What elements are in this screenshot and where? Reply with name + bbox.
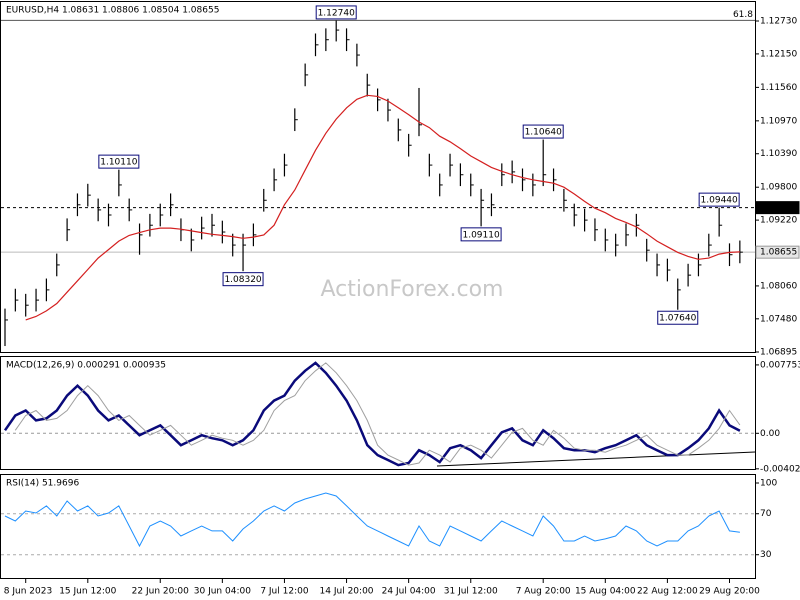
x-tick-label: 15 Aug 04:00: [575, 587, 636, 597]
price-label-box: [522, 124, 564, 139]
trend-line: [436, 451, 756, 467]
price-label-box: [98, 154, 140, 169]
x-tick-label: 7 Aug 20:00: [516, 587, 571, 597]
price-label-box: [698, 192, 740, 207]
price-label-box: [222, 272, 264, 287]
macd-panel: [0, 356, 756, 470]
price-label: 1.08320: [224, 275, 261, 285]
price-label: 1.12740: [318, 8, 355, 18]
macd-title: MACD(12,26,9) 0.000291 0.000935: [6, 361, 166, 371]
price-label: 1.10640: [525, 128, 562, 138]
watermark: ActionForex.com: [321, 277, 504, 302]
series-line: [4, 492, 740, 548]
y-tick-label: -0.004027: [760, 464, 800, 474]
x-tick-label: 7 Jul 12:00: [260, 587, 309, 597]
series-line: [14, 362, 741, 466]
x-tick-label: 22 Jun 20:00: [132, 587, 189, 597]
x-tick-label: 31 Jul 12:00: [444, 587, 498, 597]
x-tick-label: 24 Jul 04:00: [382, 587, 436, 597]
series-line: [3, 361, 741, 467]
y-tick-label: 1.11560: [760, 83, 797, 93]
price-label: 1.09110: [462, 230, 499, 240]
y-tick-label: 1.09220: [760, 216, 797, 226]
y-tick-label: 0.00: [760, 429, 780, 439]
chart-title: EURUSD,H4 1.08631 1.08806 1.08504 1.0865…: [6, 6, 219, 16]
price-panel: [0, 1, 756, 353]
y-tick-label: 1.12150: [760, 49, 797, 59]
y-tick-label: 1.12730: [760, 17, 797, 27]
level-label: 61.8: [733, 10, 753, 20]
axis-price-box: [755, 201, 800, 215]
x-tick-label: 8 Jun 2023: [4, 587, 52, 597]
y-tick-label: 1.10970: [760, 116, 797, 126]
axis-price-label: 1.08655: [760, 248, 797, 258]
x-tick-label: 29 Aug 20:00: [699, 587, 760, 597]
y-tick-label: 70: [760, 509, 772, 519]
rsi-panel: [0, 474, 756, 579]
price-label-box: [315, 5, 357, 20]
x-tick-label: 15 Jun 12:00: [59, 587, 116, 597]
series-line: [25, 94, 740, 321]
y-tick-label: 0.007753: [760, 360, 800, 370]
price-label-box: [657, 310, 699, 325]
axis-price-label: 1.09440: [760, 203, 797, 213]
y-tick-label: 1.10390: [760, 149, 797, 159]
price-label: 1.09440: [701, 196, 738, 206]
x-tick-label: 22 Aug 12:00: [637, 587, 698, 597]
price-label: 1.07640: [659, 314, 696, 324]
y-tick-label: 30: [760, 550, 772, 560]
axis-price-box: [755, 245, 800, 259]
y-tick-label: 100: [760, 478, 777, 488]
price-label-box: [460, 227, 502, 242]
y-tick-label: 1.09800: [760, 183, 797, 193]
y-tick-label: 1.06895: [760, 348, 797, 358]
price-label: 1.10110: [100, 158, 137, 168]
x-tick-label: 30 Jun 04:00: [194, 587, 251, 597]
y-tick-label: 1.07480: [760, 314, 797, 324]
y-tick-label: 1.08060: [760, 281, 797, 291]
x-tick-label: 14 Jul 20:00: [320, 587, 374, 597]
rsi-title: RSI(14) 51.9696: [6, 479, 79, 489]
